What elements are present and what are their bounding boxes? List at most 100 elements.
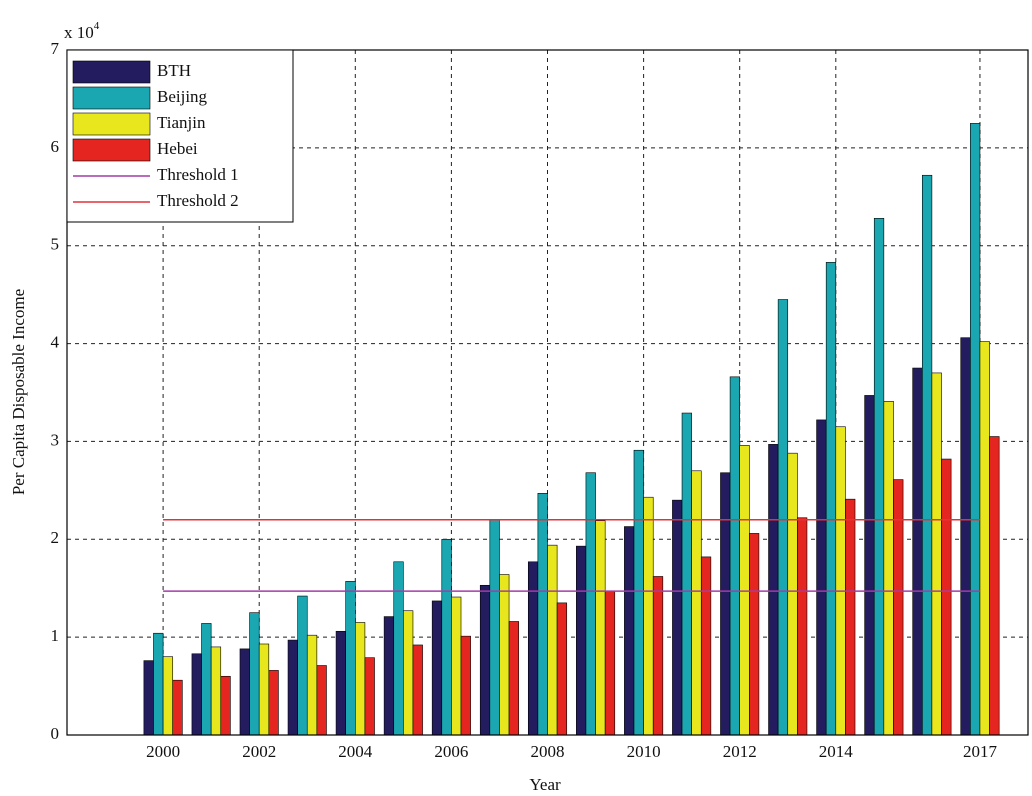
bar: [258, 643, 270, 736]
bar: [893, 479, 904, 736]
bar: [316, 665, 327, 736]
legend-swatch: [72, 86, 151, 110]
multiplier-exponent: 4: [94, 20, 100, 32]
bar: [249, 612, 260, 736]
bar: [172, 679, 183, 736]
bar: [787, 452, 798, 736]
bar: [191, 653, 202, 736]
multiplier-base: x 10: [64, 23, 94, 42]
bar: [931, 372, 942, 736]
y-tick-label: 2: [51, 528, 60, 547]
bar: [220, 675, 231, 736]
bar: [547, 544, 558, 736]
bar: [335, 630, 346, 736]
bar: [412, 644, 423, 736]
bar: [643, 496, 654, 736]
bar: [556, 602, 568, 736]
bar: [700, 556, 712, 736]
bar: [681, 412, 692, 736]
bar: [239, 648, 250, 736]
bar: [835, 426, 846, 736]
bar: [825, 262, 837, 736]
bar: [479, 584, 491, 736]
bar: [633, 449, 644, 736]
bar: [268, 670, 279, 736]
bar: [989, 436, 1000, 736]
x-tick-label: 2017: [963, 742, 998, 761]
bar: [143, 660, 154, 736]
bar: [527, 561, 539, 736]
bar: [739, 445, 750, 736]
plot-frame: [66, 49, 1029, 736]
bar: [153, 632, 164, 736]
bar: [210, 646, 222, 736]
bar: [354, 622, 366, 736]
y-tick-label: 6: [51, 137, 60, 156]
bar: [431, 600, 443, 736]
bar: [797, 517, 808, 736]
bar: [403, 610, 414, 736]
y-multiplier: x 104: [64, 20, 100, 42]
bar: [576, 545, 587, 736]
bar: [364, 657, 375, 736]
y-axis-label: Per Capita Disposable Income: [9, 289, 28, 495]
bar: [883, 401, 894, 736]
bar: [941, 458, 952, 736]
x-tick-label: 2004: [338, 742, 373, 761]
bar: [729, 376, 741, 736]
y-tick-label: 4: [51, 332, 60, 351]
bar: [912, 367, 923, 736]
y-tick-label: 5: [51, 235, 60, 254]
bar: [441, 538, 452, 736]
legend-label: Threshold 2: [157, 191, 239, 210]
legend-swatch: [72, 60, 151, 84]
bar: [979, 341, 990, 736]
legend-swatch: [72, 112, 151, 136]
bar: [451, 596, 462, 736]
x-tick-label: 2010: [627, 742, 661, 761]
bar: [585, 472, 596, 736]
bar: [383, 616, 395, 736]
bar: [604, 590, 616, 736]
bar: [624, 526, 635, 736]
legend-label: BTH: [157, 61, 191, 80]
bar: [873, 218, 885, 736]
y-tick-label: 1: [51, 626, 60, 645]
y-tick-label: 3: [51, 430, 60, 449]
y-tick-label: 0: [51, 724, 60, 743]
legend-label: Hebei: [157, 139, 198, 158]
bar: [489, 519, 500, 736]
bar: [537, 492, 548, 736]
x-tick-label: 2002: [242, 742, 276, 761]
bar: [777, 299, 789, 736]
y-tick-label: 7: [51, 39, 60, 58]
bar: [499, 574, 510, 736]
bar: [691, 470, 702, 736]
x-tick-label: 2000: [146, 742, 180, 761]
bar: [749, 533, 760, 736]
legend-label: Threshold 1: [157, 165, 239, 184]
bar: [652, 576, 664, 736]
bar: [970, 123, 981, 736]
bar: [845, 498, 856, 736]
bar: [595, 520, 606, 736]
bar: [921, 174, 933, 736]
x-tick-label: 2012: [723, 742, 757, 761]
bar: [393, 561, 404, 736]
bar: [306, 634, 318, 736]
bar: [672, 499, 683, 736]
bar: [508, 621, 519, 736]
bar: [960, 337, 971, 736]
x-tick-label: 2006: [434, 742, 468, 761]
bar: [162, 656, 174, 736]
legend-label: Tianjin: [157, 113, 206, 132]
bar: [768, 444, 779, 736]
x-tick-label: 2014: [819, 742, 854, 761]
bar: [345, 581, 356, 736]
bar: [201, 623, 212, 736]
x-axis-label: Year: [529, 775, 561, 794]
bar: [297, 595, 308, 736]
bar: [864, 395, 875, 736]
bar: [816, 419, 827, 736]
bar: [287, 639, 298, 736]
